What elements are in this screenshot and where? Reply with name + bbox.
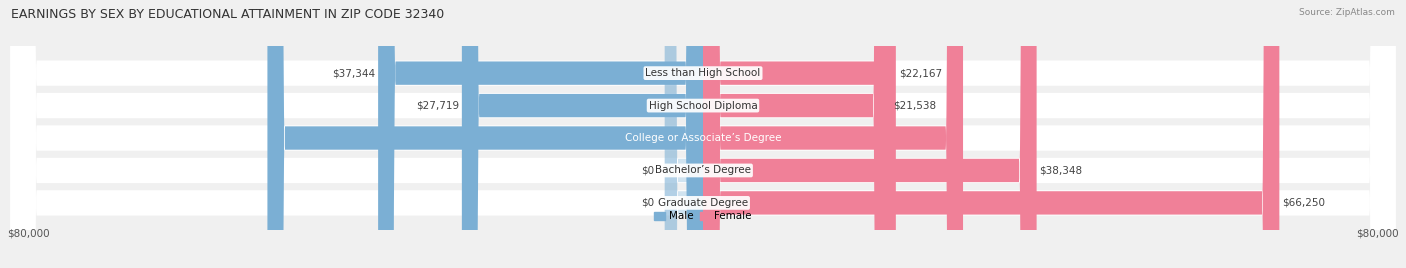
FancyBboxPatch shape	[10, 0, 1396, 268]
Text: Graduate Degree: Graduate Degree	[658, 198, 748, 208]
Text: $80,000: $80,000	[7, 228, 49, 238]
Text: Less than High School: Less than High School	[645, 68, 761, 78]
Text: Source: ZipAtlas.com: Source: ZipAtlas.com	[1299, 8, 1395, 17]
FancyBboxPatch shape	[10, 0, 1396, 268]
Text: EARNINGS BY SEX BY EDUCATIONAL ATTAINMENT IN ZIP CODE 32340: EARNINGS BY SEX BY EDUCATIONAL ATTAINMEN…	[11, 8, 444, 21]
Text: $22,167: $22,167	[898, 68, 942, 78]
FancyBboxPatch shape	[267, 0, 703, 268]
Text: College or Associate’s Degree: College or Associate’s Degree	[624, 133, 782, 143]
Text: $0: $0	[641, 198, 654, 208]
Text: $27,719: $27,719	[416, 100, 460, 111]
Text: $38,348: $38,348	[1039, 165, 1083, 176]
FancyBboxPatch shape	[10, 0, 1396, 268]
FancyBboxPatch shape	[703, 0, 1036, 268]
FancyBboxPatch shape	[703, 0, 896, 268]
FancyBboxPatch shape	[703, 0, 890, 268]
Legend: Male, Female: Male, Female	[652, 209, 754, 224]
Text: $66,250: $66,250	[1282, 198, 1324, 208]
Text: $21,538: $21,538	[893, 100, 936, 111]
FancyBboxPatch shape	[10, 0, 1396, 268]
FancyBboxPatch shape	[703, 0, 963, 268]
Text: Bachelor’s Degree: Bachelor’s Degree	[655, 165, 751, 176]
Text: $37,344: $37,344	[332, 68, 375, 78]
FancyBboxPatch shape	[461, 0, 703, 268]
FancyBboxPatch shape	[665, 0, 703, 268]
Text: $80,000: $80,000	[1357, 228, 1399, 238]
FancyBboxPatch shape	[703, 0, 1279, 268]
FancyBboxPatch shape	[10, 0, 1396, 268]
Text: $29,891: $29,891	[966, 133, 1010, 143]
Text: $50,069: $50,069	[222, 133, 264, 143]
FancyBboxPatch shape	[665, 0, 703, 268]
Text: $0: $0	[641, 165, 654, 176]
FancyBboxPatch shape	[378, 0, 703, 268]
Text: High School Diploma: High School Diploma	[648, 100, 758, 111]
